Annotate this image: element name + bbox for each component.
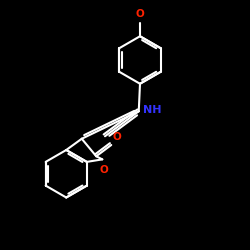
Text: NH: NH bbox=[143, 105, 162, 115]
Text: O: O bbox=[99, 165, 108, 175]
Text: O: O bbox=[136, 9, 144, 19]
Text: O: O bbox=[112, 132, 121, 142]
